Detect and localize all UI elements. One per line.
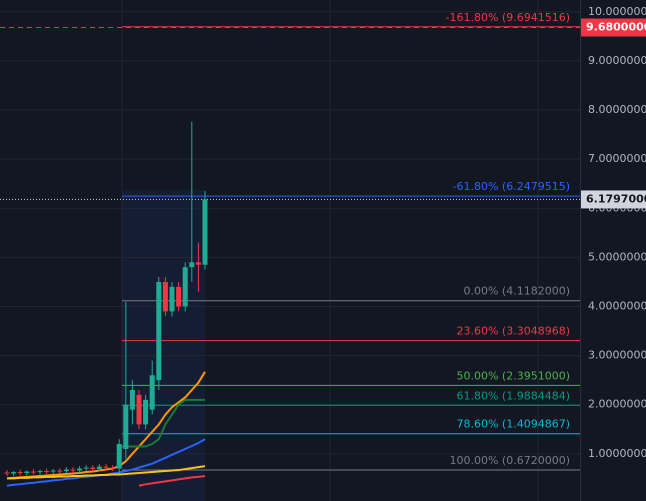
price-box: [581, 190, 646, 209]
price-label: 6.1797000: [586, 192, 646, 205]
candle-body: [149, 375, 155, 410]
fib-label: 78.60% (1.4094867): [456, 418, 570, 431]
candle-body: [103, 466, 109, 468]
candle-body: [169, 286, 175, 312]
price-box: [581, 18, 646, 37]
ma-line: [7, 465, 206, 480]
candle-body: [202, 199, 208, 265]
fib-label: 100.00% (0.6720000): [449, 454, 570, 467]
candle-body: [195, 262, 201, 265]
y-tick-label: 2.0000000: [588, 398, 646, 411]
y-tick-label: 10.0000000: [588, 5, 646, 18]
y-tick-label: 1.0000000: [588, 447, 646, 460]
candle-body: [24, 471, 30, 474]
candle-body: [176, 286, 182, 307]
y-tick-label: 5.0000000: [588, 250, 646, 263]
candle-body: [17, 472, 23, 474]
y-tick-label: 4.0000000: [588, 299, 646, 312]
candle-body: [123, 404, 129, 449]
y-tick-label: 7.0000000: [588, 152, 646, 165]
candle-body: [77, 468, 83, 471]
fib-label: 50.00% (2.3951000): [456, 369, 570, 382]
candle-body: [136, 394, 142, 425]
candle-body: [96, 466, 102, 470]
candle-body: [50, 470, 56, 472]
candle-body: [116, 444, 122, 469]
candle-body: [63, 469, 69, 472]
candle-body: [189, 262, 195, 268]
y-tick-label: 3.0000000: [588, 349, 646, 362]
fib-shade: [122, 190, 205, 501]
candle-body: [143, 399, 149, 425]
fib-label: 0.00% (4.1182000): [463, 285, 570, 298]
candle-body: [57, 470, 63, 472]
candle-body: [129, 389, 135, 410]
ma-line: [138, 474, 206, 487]
y-tick-label: 8.0000000: [588, 103, 646, 116]
fib-label: -61.80% (6.2479515): [453, 180, 570, 193]
fib-label: 61.80% (1.9884484): [456, 389, 570, 402]
candle-body: [4, 472, 10, 474]
candle-body: [90, 467, 96, 470]
candle-body: [162, 281, 168, 312]
candle-body: [70, 469, 76, 471]
candle-body: [110, 467, 116, 469]
fib-label: 23.60% (3.3048968): [456, 325, 570, 338]
candle-body: [156, 281, 162, 381]
candle-body: [44, 471, 50, 473]
candle-body: [11, 472, 17, 474]
candle-body: [30, 471, 36, 473]
fib-label: -161.80% (9.6941516): [446, 11, 570, 24]
y-tick-label: 9.0000000: [588, 54, 646, 67]
candle-body: [182, 267, 188, 307]
candle-body: [83, 467, 89, 469]
candle-body: [37, 471, 43, 473]
ma-line: [119, 398, 205, 448]
price-label: 9.6800000: [586, 21, 646, 34]
